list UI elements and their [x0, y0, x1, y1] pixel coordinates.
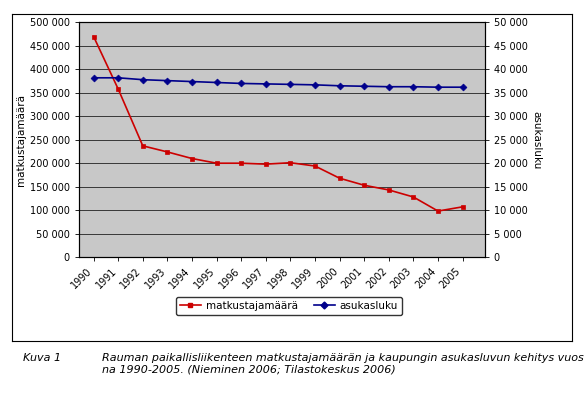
Legend: matkustajamäärä, asukasluku: matkustajamäärä, asukasluku: [176, 297, 402, 315]
Y-axis label: asukasluku: asukasluku: [531, 111, 541, 169]
Text: Rauman paikallisliikenteen matkustajamäärän ja kaupungin asukasluvun kehitys vuo: Rauman paikallisliikenteen matkustajamää…: [102, 353, 584, 375]
Y-axis label: matkustajamäärä: matkustajamäärä: [16, 94, 26, 186]
Text: Kuva 1: Kuva 1: [23, 353, 61, 363]
